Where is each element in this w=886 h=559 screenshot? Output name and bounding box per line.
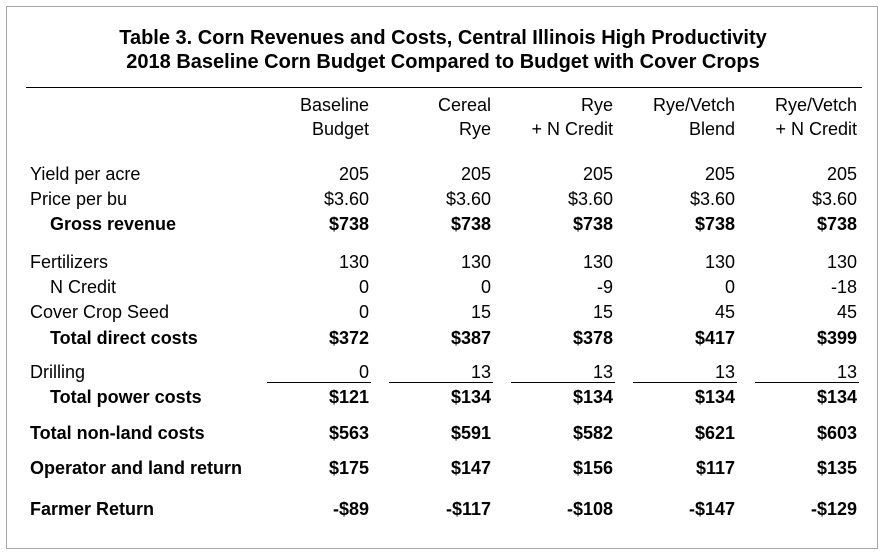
cell-fertilizers-rye-vetch-n-credit: 130 <box>826 252 857 272</box>
cell-fertilizers-baseline-budget: 130 <box>338 252 369 272</box>
cell-total-power-costs-rye-n-credit: $134 <box>572 387 613 407</box>
cell-yield-per-acre-cereal-rye: 205 <box>460 164 491 184</box>
cell-farmer-return-rye-n-credit: -$108 <box>566 499 613 519</box>
cell-drilling-cereal-rye: 13 <box>470 362 491 382</box>
row-label-operator-and-land-return: Operator and land return <box>30 458 243 478</box>
subtotal-rule-rye-n-credit <box>511 382 615 383</box>
cell-cover-crop-seed-rye-vetch-blend: 45 <box>714 302 735 322</box>
cell-cover-crop-seed-cereal-rye: 15 <box>470 302 491 322</box>
row-label-drilling: Drilling <box>30 362 86 382</box>
subtotal-rule-rye-vetch-blend <box>633 382 737 383</box>
table-frame <box>6 6 878 549</box>
column-header-cereal-rye-line2: Rye <box>458 119 491 139</box>
column-header-rye-n-credit: Rye <box>580 95 613 115</box>
cell-gross-revenue-rye-vetch-n-credit: $738 <box>816 214 857 234</box>
column-header-baseline-budget: Baseline <box>299 95 369 115</box>
row-label-gross-revenue: Gross revenue <box>50 214 177 234</box>
cell-gross-revenue-rye-n-credit: $738 <box>572 214 613 234</box>
row-label-price-per-bu: Price per bu <box>30 189 128 209</box>
cell-total-power-costs-baseline-budget: $121 <box>328 387 369 407</box>
column-header-rye-vetch-n-credit: Rye/Vetch <box>774 95 857 115</box>
cell-yield-per-acre-rye-vetch-n-credit: 205 <box>826 164 857 184</box>
cell-n-credit-rye-vetch-blend: 0 <box>724 277 735 297</box>
cell-total-power-costs-rye-vetch-n-credit: $134 <box>816 387 857 407</box>
cell-operator-and-land-return-cereal-rye: $147 <box>450 458 491 478</box>
cell-yield-per-acre-rye-n-credit: 205 <box>582 164 613 184</box>
cell-n-credit-baseline-budget: 0 <box>358 277 369 297</box>
cell-total-non-land-costs-cereal-rye: $591 <box>450 423 491 443</box>
cell-cover-crop-seed-rye-vetch-n-credit: 45 <box>836 302 857 322</box>
cell-price-per-bu-rye-n-credit: $3.60 <box>567 189 613 209</box>
cell-total-direct-costs-rye-vetch-n-credit: $399 <box>816 328 857 348</box>
cell-yield-per-acre-rye-vetch-blend: 205 <box>704 164 735 184</box>
cell-price-per-bu-rye-vetch-blend: $3.60 <box>689 189 735 209</box>
column-header-rye-vetch-blend-line2: Blend <box>688 119 735 139</box>
cell-farmer-return-baseline-budget: -$89 <box>332 499 369 519</box>
cell-total-non-land-costs-rye-n-credit: $582 <box>572 423 613 443</box>
cell-gross-revenue-cereal-rye: $738 <box>450 214 491 234</box>
cell-fertilizers-cereal-rye: 130 <box>460 252 491 272</box>
row-label-total-non-land-costs: Total non-land costs <box>30 423 205 443</box>
cell-farmer-return-rye-vetch-n-credit: -$129 <box>810 499 857 519</box>
column-header-cereal-rye: Cereal <box>437 95 491 115</box>
row-label-total-power-costs: Total power costs <box>50 387 202 407</box>
column-header-baseline-budget-line2: Budget <box>311 119 369 139</box>
table-subtitle: 2018 Baseline Corn Budget Compared to Bu… <box>126 51 760 73</box>
cell-price-per-bu-rye-vetch-n-credit: $3.60 <box>811 189 857 209</box>
cell-operator-and-land-return-rye-vetch-n-credit: $135 <box>816 458 857 478</box>
cell-total-non-land-costs-rye-vetch-blend: $621 <box>694 423 735 443</box>
cell-total-direct-costs-baseline-budget: $372 <box>328 328 369 348</box>
cell-n-credit-rye-n-credit: -9 <box>596 277 613 297</box>
cell-drilling-rye-n-credit: 13 <box>592 362 613 382</box>
cell-total-power-costs-rye-vetch-blend: $134 <box>694 387 735 407</box>
cell-gross-revenue-baseline-budget: $738 <box>328 214 369 234</box>
cell-total-direct-costs-rye-n-credit: $378 <box>572 328 613 348</box>
cell-cover-crop-seed-baseline-budget: 0 <box>358 302 369 322</box>
subtotal-rule-baseline-budget <box>267 382 371 383</box>
cell-total-non-land-costs-rye-vetch-n-credit: $603 <box>816 423 857 443</box>
cell-drilling-baseline-budget: 0 <box>358 362 369 382</box>
cell-yield-per-acre-baseline-budget: 205 <box>338 164 369 184</box>
cell-farmer-return-cereal-rye: -$117 <box>445 499 491 519</box>
cell-gross-revenue-rye-vetch-blend: $738 <box>694 214 735 234</box>
subtotal-rule-rye-vetch-n-credit <box>755 382 859 383</box>
cell-n-credit-rye-vetch-n-credit: -18 <box>830 277 857 297</box>
row-label-fertilizers: Fertilizers <box>30 252 109 272</box>
column-header-rye-n-credit-line2: + N Credit <box>531 119 613 139</box>
row-label-total-direct-costs: Total direct costs <box>50 328 198 348</box>
row-label-yield-per-acre: Yield per acre <box>30 164 141 184</box>
cell-total-power-costs-cereal-rye: $134 <box>450 387 491 407</box>
cell-total-direct-costs-rye-vetch-blend: $417 <box>694 328 735 348</box>
cell-cover-crop-seed-rye-n-credit: 15 <box>592 302 613 322</box>
subtotal-rule-cereal-rye <box>389 382 493 383</box>
row-label-cover-crop-seed: Cover Crop Seed <box>30 302 170 322</box>
cell-operator-and-land-return-baseline-budget: $175 <box>328 458 369 478</box>
cell-operator-and-land-return-rye-vetch-blend: $117 <box>695 458 735 478</box>
cell-fertilizers-rye-vetch-blend: 130 <box>704 252 735 272</box>
cell-farmer-return-rye-vetch-blend: -$147 <box>688 499 735 519</box>
cell-price-per-bu-baseline-budget: $3.60 <box>323 189 369 209</box>
cell-total-non-land-costs-baseline-budget: $563 <box>328 423 369 443</box>
row-label-farmer-return: Farmer Return <box>30 499 155 519</box>
column-header-rye-vetch-blend: Rye/Vetch <box>652 95 735 115</box>
cell-drilling-rye-vetch-blend: 13 <box>714 362 735 382</box>
cell-total-direct-costs-cereal-rye: $387 <box>450 328 491 348</box>
header-rule <box>26 87 862 88</box>
table-title: Table 3. Corn Revenues and Costs, Centra… <box>119 27 767 49</box>
cell-price-per-bu-cereal-rye: $3.60 <box>445 189 491 209</box>
cell-fertilizers-rye-n-credit: 130 <box>582 252 613 272</box>
cell-operator-and-land-return-rye-n-credit: $156 <box>572 458 613 478</box>
cell-n-credit-cereal-rye: 0 <box>480 277 491 297</box>
cell-drilling-rye-vetch-n-credit: 13 <box>836 362 857 382</box>
row-label-n-credit: N Credit <box>50 277 117 297</box>
column-header-rye-vetch-n-credit-line2: + N Credit <box>775 119 857 139</box>
